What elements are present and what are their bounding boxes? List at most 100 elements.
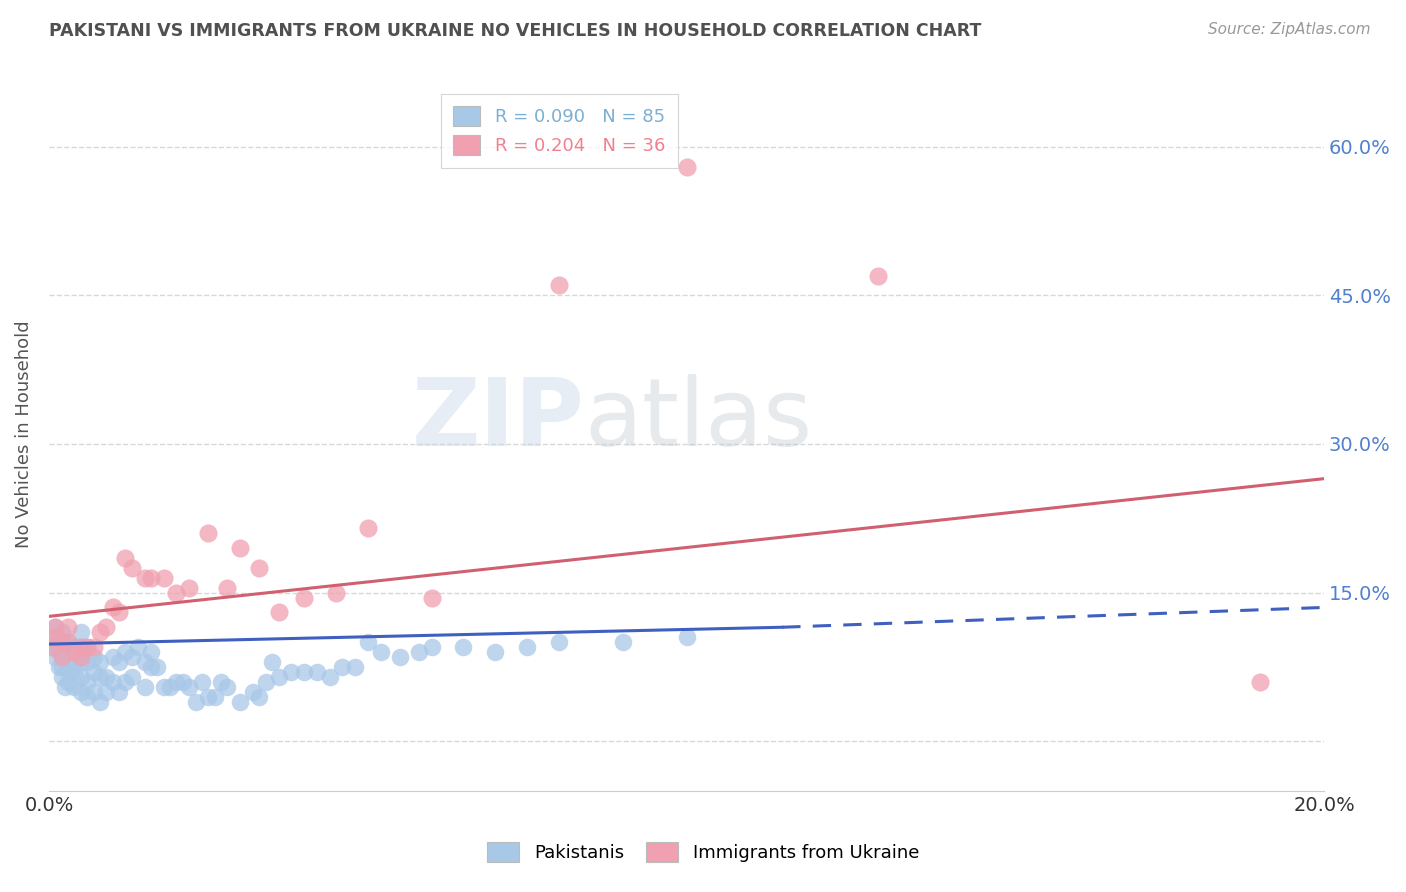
Point (108, 684, 131, 698)
Point (63, 650, 86, 665)
Point (121, 561, 143, 575)
Point (44, 630, 66, 644)
Point (229, 541, 252, 555)
Point (76, 640, 98, 654)
Point (139, 660, 162, 674)
Point (262, 655, 284, 669)
Point (191, 674, 214, 689)
Point (108, 606, 131, 620)
Point (51, 660, 73, 674)
Point (357, 521, 380, 535)
Text: Source: ZipAtlas.com: Source: ZipAtlas.com (1208, 22, 1371, 37)
Point (229, 694, 252, 708)
Point (305, 665, 328, 679)
Point (325, 585, 347, 599)
Point (51, 670, 73, 684)
Point (51, 625, 73, 640)
Point (292, 665, 315, 679)
Point (76, 674, 98, 689)
Point (56, 635, 79, 649)
Point (548, 278, 571, 293)
Point (114, 674, 136, 689)
Point (83, 650, 105, 665)
Point (866, 268, 889, 283)
Point (139, 571, 162, 585)
Point (172, 674, 194, 689)
Point (146, 660, 169, 674)
Point (184, 694, 207, 708)
Point (76, 690, 98, 704)
Point (83, 665, 105, 679)
Point (675, 630, 697, 644)
Point (267, 606, 290, 620)
Point (63, 640, 86, 654)
Legend: R = 0.090   N = 85, R = 0.204   N = 36: R = 0.090 N = 85, R = 0.204 N = 36 (440, 94, 678, 168)
Point (101, 674, 124, 689)
Point (41, 635, 63, 649)
Point (101, 650, 124, 665)
Point (152, 680, 174, 694)
Point (56, 660, 79, 674)
Point (56, 645, 79, 659)
Point (70, 625, 93, 640)
Point (197, 690, 219, 704)
Point (56, 635, 79, 649)
Point (44, 640, 66, 654)
Point (89, 655, 111, 669)
Point (56, 674, 79, 689)
Point (83, 684, 105, 698)
Point (44, 630, 66, 644)
Point (63, 645, 86, 659)
Point (51, 650, 73, 665)
Point (89, 694, 111, 708)
Point (83, 640, 105, 654)
Point (96, 620, 118, 634)
Point (370, 645, 392, 659)
Y-axis label: No Vehicles in Household: No Vehicles in Household (15, 320, 32, 548)
Point (63, 680, 86, 694)
Point (53, 680, 76, 694)
Point (388, 650, 411, 665)
Point (197, 526, 219, 541)
Point (76, 640, 98, 654)
Point (292, 591, 315, 605)
Point (70, 640, 93, 654)
Point (548, 635, 571, 649)
Point (159, 680, 181, 694)
Legend: Pakistanis, Immigrants from Ukraine: Pakistanis, Immigrants from Ukraine (479, 835, 927, 870)
Point (44, 620, 66, 634)
Point (70, 670, 93, 684)
Point (254, 674, 277, 689)
Point (1249, 674, 1271, 689)
Point (330, 660, 353, 674)
Point (217, 680, 239, 694)
Point (343, 660, 366, 674)
Point (70, 655, 93, 669)
Point (318, 670, 340, 684)
Point (139, 645, 162, 659)
Point (204, 690, 226, 704)
Point (247, 690, 270, 704)
Point (247, 561, 270, 575)
Point (121, 670, 143, 684)
Point (675, 160, 697, 174)
Point (89, 670, 111, 684)
Point (179, 680, 201, 694)
Point (420, 640, 443, 654)
Point (134, 655, 156, 669)
Point (89, 625, 111, 640)
Point (357, 635, 380, 649)
Point (179, 581, 201, 595)
Point (76, 655, 98, 669)
Point (453, 640, 475, 654)
Point (121, 650, 143, 665)
Point (134, 571, 156, 585)
Point (108, 655, 131, 669)
Point (280, 665, 302, 679)
Point (242, 684, 264, 698)
Point (48, 660, 70, 674)
Text: ZIP: ZIP (412, 374, 585, 466)
Point (56, 620, 79, 634)
Point (166, 674, 188, 689)
Point (44, 620, 66, 634)
